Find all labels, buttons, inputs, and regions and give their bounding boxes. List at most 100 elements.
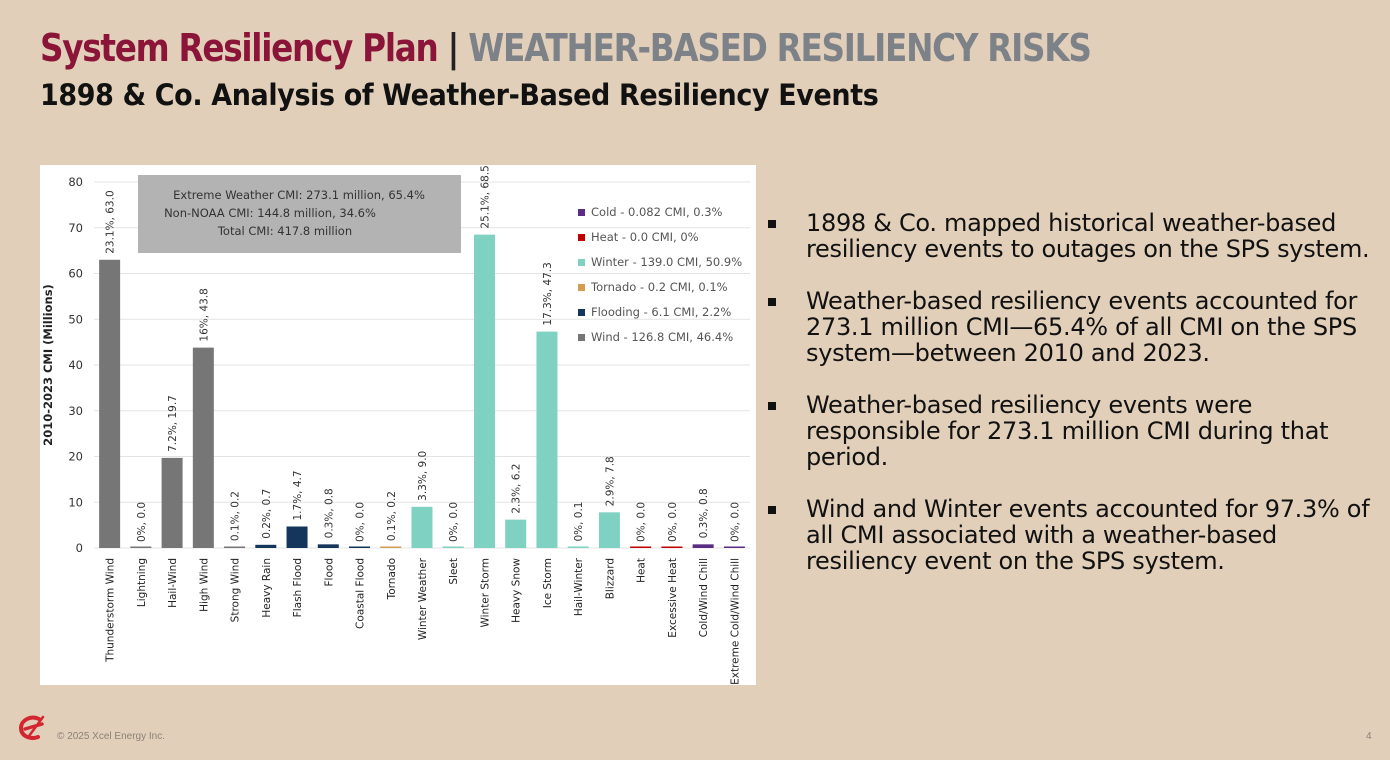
legend-label: Wind - 126.8 CMI, 46.4% (591, 330, 733, 344)
y-tick-label: 80 (68, 175, 83, 189)
chart-bar (286, 526, 308, 548)
data-label: 0%, 0.0 (355, 502, 367, 542)
x-tick-label: Hail-Winter (573, 557, 585, 616)
legend-label: Flooding - 6.1 CMI, 2.2% (591, 305, 731, 319)
chart-bar (630, 546, 652, 548)
chart-bar (723, 546, 745, 548)
chart-bar (224, 546, 246, 548)
x-tick-label: Flood (323, 558, 335, 586)
x-tick-label: Winter Weather (417, 557, 429, 640)
x-tick-label: Extreme Cold/Wind Chill (729, 558, 741, 685)
chart-bar (192, 347, 214, 548)
data-label: 0%, 0.1 (573, 502, 585, 542)
data-label: 0.1%, 0.2 (386, 491, 398, 541)
chart-bar (567, 546, 589, 548)
chart-panel: 0 10 20 30 40 50 60 70 80 2010-2023 CMI (Millions… (40, 165, 756, 685)
legend-swatch (578, 234, 585, 241)
x-tick-label: Thunderstorm Wind (105, 558, 117, 663)
y-tick-label: 40 (68, 358, 83, 372)
y-tick-label: 0 (76, 541, 83, 555)
bar-chart: 0 10 20 30 40 50 60 70 80 2010-2023 CMI (Millions… (41, 165, 750, 685)
title-main: System Resiliency Plan (40, 26, 439, 70)
chart-bar (380, 546, 402, 548)
legend-swatch (578, 284, 585, 291)
x-tick-label: Lightning (136, 558, 148, 607)
bullet-marker (768, 506, 776, 514)
chart-bar (536, 331, 558, 548)
x-tick-label: Ice Storm (542, 558, 554, 608)
legend-swatch (578, 259, 585, 266)
summary-box-line: Extreme Weather CMI: 273.1 million, 65.4… (173, 188, 425, 202)
y-tick-label: 30 (68, 404, 83, 418)
data-label: 7.2%, 19.7 (167, 395, 179, 452)
bullet-text: Weather-based resiliency events were res… (806, 391, 1329, 471)
legend-swatch (578, 209, 585, 216)
bullet-text: Wind and Winter events accounted for 97.… (806, 495, 1370, 575)
x-tick-label: Heavy Rain (261, 558, 273, 618)
legend-label: Winter - 139.0 CMI, 50.9% (591, 255, 742, 269)
x-tick-label: High Wind (198, 558, 210, 612)
chart-bar (598, 512, 620, 548)
data-label: 0.3%, 0.8 (323, 488, 335, 538)
data-label: 0%, 0.0 (136, 502, 148, 542)
x-tick-label: Blizzard (604, 558, 616, 599)
y-tick-label: 20 (68, 450, 83, 464)
bullet-item: Wind and Winter events accounted for 97.… (768, 496, 1388, 574)
legend-label: Cold - 0.082 CMI, 0.3% (591, 205, 723, 219)
chart-bar (349, 546, 371, 548)
x-tick-label: Coastal Flood (355, 558, 367, 629)
data-label: 2.9%, 7.8 (604, 456, 616, 506)
slide-subtitle: 1898 & Co. Analysis of Weather-Based Res… (40, 78, 879, 112)
legend-swatch (578, 334, 585, 341)
summary-box-line: Total CMI: 417.8 million (217, 224, 352, 238)
x-tick-label: Strong Wind (230, 558, 242, 622)
bullet-marker (768, 402, 776, 410)
slide-header: System Resiliency Plan | WEATHER-BASED R… (40, 26, 1262, 70)
bullet-list: 1898 & Co. mapped historical weather-bas… (768, 210, 1388, 600)
x-tick-label: Heat (636, 558, 648, 583)
data-label: 0%, 0.0 (636, 502, 648, 542)
summary-box-line: Non-NOAA CMI: 144.8 million, 34.6% (164, 206, 376, 220)
page-number: 4 (1366, 731, 1372, 742)
x-tick-label: Excessive Heat (667, 558, 679, 638)
bullet-item: Weather-based resiliency events accounte… (768, 288, 1388, 366)
data-label: 0.3%, 0.8 (698, 488, 710, 538)
copyright-text: © 2025 Xcel Energy Inc. (57, 731, 165, 742)
chart-bar (505, 519, 527, 548)
data-label: 3.3%, 9.0 (417, 451, 429, 501)
chart-bar (99, 259, 121, 548)
y-axis-label: 2010-2023 CMI (Millions) (41, 284, 55, 446)
data-label: 0.1%, 0.2 (230, 491, 242, 541)
bullet-marker (768, 220, 776, 228)
y-tick-label: 50 (68, 312, 83, 326)
bullet-text: Weather-based resiliency events accounte… (806, 287, 1358, 367)
chart-bar (473, 234, 495, 549)
data-label: 16%, 43.8 (198, 288, 210, 341)
chart-bar (661, 546, 683, 548)
x-tick-label: Heavy Snow (511, 558, 523, 623)
x-tick-label: Sleet (448, 558, 460, 585)
data-label: 0%, 0.0 (448, 502, 460, 542)
chart-bar (255, 544, 277, 548)
data-label: 23.1%, 63.0 (105, 190, 117, 253)
chart-bar (442, 546, 464, 548)
title-section: WEATHER-BASED RESILIENCY RISKS (468, 26, 1092, 70)
chart-bar (130, 546, 152, 548)
x-tick-label: Winter Storm (479, 558, 491, 628)
summary-box (138, 175, 461, 253)
legend-label: Tornado - 0.2 CMI, 0.1% (590, 280, 728, 294)
y-tick-label: 70 (68, 221, 83, 235)
x-tick-label: Tornado (386, 558, 398, 600)
bullet-item: Weather-based resiliency events were res… (768, 392, 1388, 470)
chart-bar (317, 544, 339, 548)
chart-bar (692, 544, 714, 548)
bullet-marker (768, 298, 776, 306)
data-label: 0.2%, 0.7 (261, 489, 273, 539)
y-tick-label: 60 (68, 267, 83, 281)
x-tick-label: Flash Flood (292, 558, 304, 617)
legend-swatch (578, 309, 585, 316)
y-tick-label: 10 (68, 495, 83, 509)
chart-bar (161, 457, 183, 548)
x-tick-label: Hail-Wind (167, 558, 179, 608)
data-label: 1.7%, 4.7 (292, 470, 304, 520)
